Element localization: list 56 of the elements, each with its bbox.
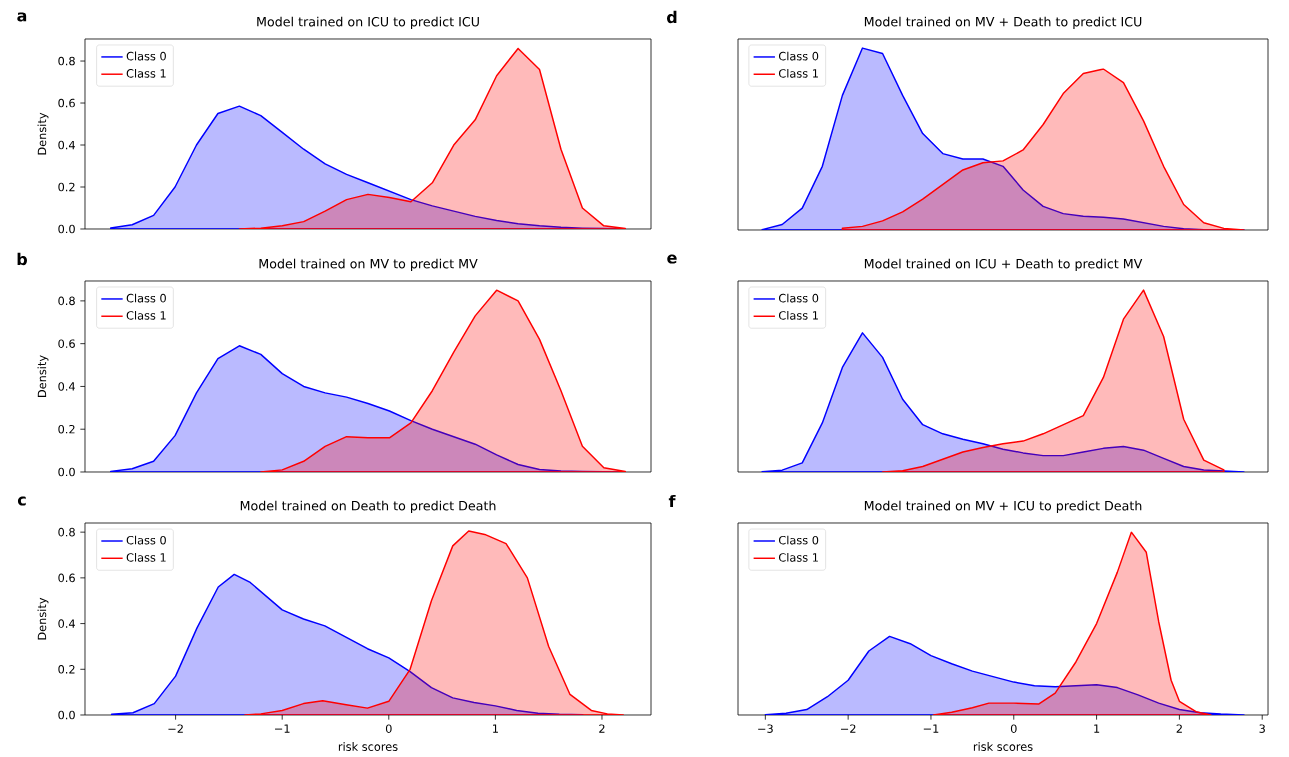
legend-label: Class 0 — [126, 535, 166, 545]
y-axis-title: Density — [37, 355, 49, 397]
chart-title: Model trained on ICU + Death to predict MV — [864, 258, 1143, 271]
text: d — [666, 10, 677, 24]
chart-title: Model trained on MV + Death to predict ICU — [864, 16, 1142, 29]
legend-label: Class 0 — [778, 51, 819, 61]
legend-label: Class 0 — [126, 293, 166, 303]
y-tick-label: 0.0 — [58, 467, 75, 477]
y-tick-label: 0.8 — [58, 527, 75, 537]
x-axis-title: risk scores — [973, 742, 1033, 751]
x-tick-label: 2 — [1176, 724, 1182, 733]
y-tick-label: 0.8 — [58, 296, 75, 306]
y-axis-title: Density — [37, 597, 49, 640]
y-axis-title: Density — [37, 112, 49, 155]
x-tick-label: −2 — [168, 724, 183, 733]
x-tick-label: −1 — [923, 724, 939, 733]
x-tick-label: 1 — [1094, 724, 1100, 733]
y-tick-label: 0.0 — [58, 224, 75, 234]
chart-title: Model trained on Death to predict Death — [240, 500, 496, 513]
legend-label: Class 0 — [778, 293, 819, 303]
text: e — [667, 254, 677, 264]
legend-label: Class 0 — [126, 51, 166, 61]
x-tick-label: 0 — [1010, 724, 1017, 733]
y-tick-label: 0.2 — [58, 665, 75, 674]
legend-label: Class 1 — [126, 552, 166, 562]
y-tick-label: 0.6 — [58, 339, 75, 348]
y-tick-label: 0.8 — [58, 56, 75, 66]
legend-label: Class 1 — [126, 68, 166, 78]
y-tick-label: 0.2 — [58, 424, 75, 434]
chart-title: Model trained on MV + ICU to predict Death — [864, 500, 1142, 513]
text: b — [17, 252, 27, 266]
legend-label: Class 1 — [778, 310, 818, 320]
y-tick-label: 0.0 — [58, 710, 75, 720]
y-tick-label: 0.4 — [58, 619, 75, 628]
y-tick-label: 0.4 — [58, 140, 75, 150]
y-tick-label: 0.6 — [58, 573, 75, 583]
chart-title: Model trained on ICU to predict ICU — [257, 16, 479, 29]
legend-label: Class 1 — [778, 552, 818, 562]
x-tick-label: 0 — [385, 724, 392, 733]
y-tick-label: 0.6 — [58, 98, 75, 108]
legend-label: Class 1 — [778, 68, 818, 78]
x-axis-title: risk scores — [338, 742, 398, 751]
chart-title: Model trained on MV to predict MV — [259, 258, 478, 271]
y-tick-label: 0.2 — [58, 182, 75, 192]
x-tick-label: −3 — [758, 724, 773, 733]
y-tick-label: 0.4 — [58, 382, 75, 391]
legend-label: Class 0 — [778, 535, 819, 545]
x-tick-label: 1 — [493, 724, 498, 733]
text: c — [17, 496, 26, 506]
x-tick-label: 3 — [1259, 724, 1265, 733]
x-tick-label: 2 — [599, 724, 605, 733]
x-tick-label: −2 — [840, 724, 856, 733]
text: a — [17, 12, 27, 22]
text: f — [668, 494, 676, 508]
legend-label: Class 1 — [126, 310, 166, 320]
x-tick-label: −1 — [275, 724, 290, 733]
